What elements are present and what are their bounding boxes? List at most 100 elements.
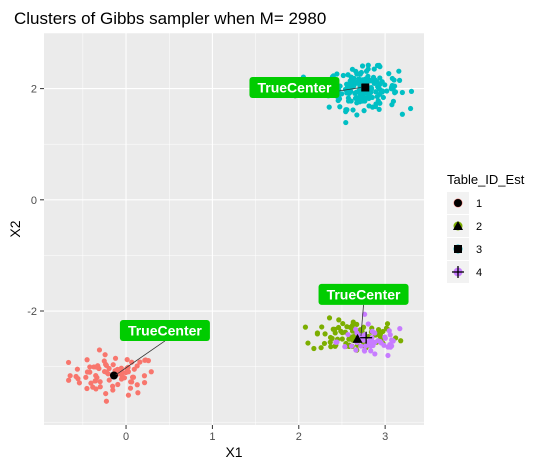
data-point-series-1 [84, 385, 90, 392]
data-point-series-4 [353, 326, 359, 332]
annotation-label: TrueCenter [327, 286, 401, 302]
x-axis-ticks: 0 1 2 3 [123, 425, 388, 443]
data-point-series-3 [361, 90, 368, 96]
data-point-series-3 [372, 77, 378, 83]
annotations: TrueCenter TrueCenter TrueCenter [115, 76, 409, 376]
data-point-series-3 [366, 95, 372, 102]
data-point-series-4 [389, 337, 395, 343]
annotation-box [119, 319, 210, 341]
annotation-pointer [115, 340, 166, 376]
data-point-series-3 [337, 104, 343, 110]
data-point-series-2 [332, 343, 338, 349]
chart-title: Clusters of Gibbs sampler when M= 2980 [14, 9, 326, 28]
data-point-series-1 [110, 387, 116, 393]
center-marker-2 [352, 333, 363, 343]
data-point-series-3 [354, 71, 360, 77]
data-point-series-3 [399, 89, 405, 96]
data-point-series-3 [391, 77, 397, 83]
data-point-series-4 [387, 332, 393, 338]
legend-label: 4 [476, 267, 482, 279]
x-axis-label: X1 [225, 444, 242, 460]
data-point-series-3 [376, 106, 382, 112]
data-point-series-3 [340, 72, 346, 79]
center-marker-4 [360, 331, 373, 344]
center-marker-3 [361, 83, 370, 92]
data-point-series-1 [83, 374, 89, 380]
center-marker-1 [109, 371, 118, 380]
data-point-series-2 [332, 330, 338, 336]
data-point-series-1 [110, 362, 116, 368]
data-point-series-1 [130, 374, 137, 380]
data-point-series-3 [344, 81, 350, 87]
data-point-series-1 [125, 392, 132, 398]
data-point-series-1 [74, 366, 80, 372]
annotation-box [318, 283, 409, 305]
legend-title: Table_ID_Est [447, 172, 525, 187]
data-point-series-4 [358, 343, 364, 349]
data-point-series-1 [65, 359, 72, 366]
data-point-series-4 [353, 347, 359, 353]
legend-item-2: 2 [447, 215, 482, 237]
data-point-series-3 [345, 72, 351, 78]
data-point-series-2 [340, 320, 346, 327]
data-point-series-3 [365, 73, 371, 79]
data-point-series-3 [391, 83, 398, 89]
data-point-series-1 [93, 364, 100, 370]
data-point-series-3 [399, 111, 405, 117]
legend-item-4: 4 [447, 261, 482, 283]
data-point-series-3 [364, 79, 370, 85]
data-point-series-3 [342, 86, 348, 93]
data-point-series-3 [344, 107, 350, 113]
legend-entries: 1 2 3 4 [447, 192, 482, 283]
data-point-series-1 [135, 390, 141, 396]
legend-item-1: 1 [447, 192, 482, 214]
data-point-series-3 [368, 86, 375, 92]
data-point-series-3 [408, 88, 415, 94]
data-point-series-3 [396, 68, 402, 74]
x-tick-label: 0 [123, 431, 129, 443]
data-point-series-4 [372, 351, 378, 357]
data-point-series-4 [370, 342, 376, 349]
data-point-series-1 [66, 377, 72, 383]
data-point-series-1 [76, 380, 82, 386]
data-point-series-2 [339, 336, 345, 342]
data-point-series-3 [335, 97, 341, 104]
data-point-series-3 [361, 108, 367, 114]
data-point-series-4 [386, 328, 392, 334]
legend-marker [454, 199, 462, 207]
data-point-series-3 [379, 88, 385, 94]
data-point-series-1 [115, 381, 121, 388]
data-point-series-3 [358, 97, 364, 103]
legend-marker [452, 266, 464, 278]
data-point-series-3 [377, 75, 383, 81]
data-point-series-1 [101, 368, 108, 375]
data-point-series-1 [97, 379, 103, 385]
y-axis-label: X2 [7, 220, 23, 237]
data-point-series-3 [389, 102, 395, 108]
data-point-series-3 [359, 63, 366, 69]
legend-marker [454, 245, 462, 253]
data-point-series-3 [377, 100, 383, 106]
data-point-series-1 [103, 390, 109, 397]
data-point-series-3 [345, 98, 352, 104]
data-point-series-1 [134, 382, 140, 388]
data-point-series-1 [103, 361, 109, 367]
data-point-series-1 [102, 352, 108, 358]
data-point-series-2 [328, 344, 334, 350]
data-point-series-3 [346, 90, 353, 96]
estimated-centers [109, 83, 373, 380]
legend-label: 2 [476, 221, 482, 233]
data-point-series-1 [148, 369, 154, 375]
y-tick-label: 2 [31, 84, 37, 96]
x-tick-label: 2 [296, 431, 302, 443]
data-point-series-3 [396, 77, 403, 83]
data-point-series-3 [348, 80, 354, 86]
data-point-series-2 [311, 345, 317, 352]
x-tick-label: 3 [382, 431, 388, 443]
data-point-series-2 [336, 317, 342, 323]
data-point-series-1 [141, 373, 148, 379]
data-point-series-3 [371, 66, 377, 72]
data-point-series-3 [377, 81, 383, 88]
data-point-series-1 [93, 372, 99, 379]
data-point-series-1 [114, 366, 121, 372]
